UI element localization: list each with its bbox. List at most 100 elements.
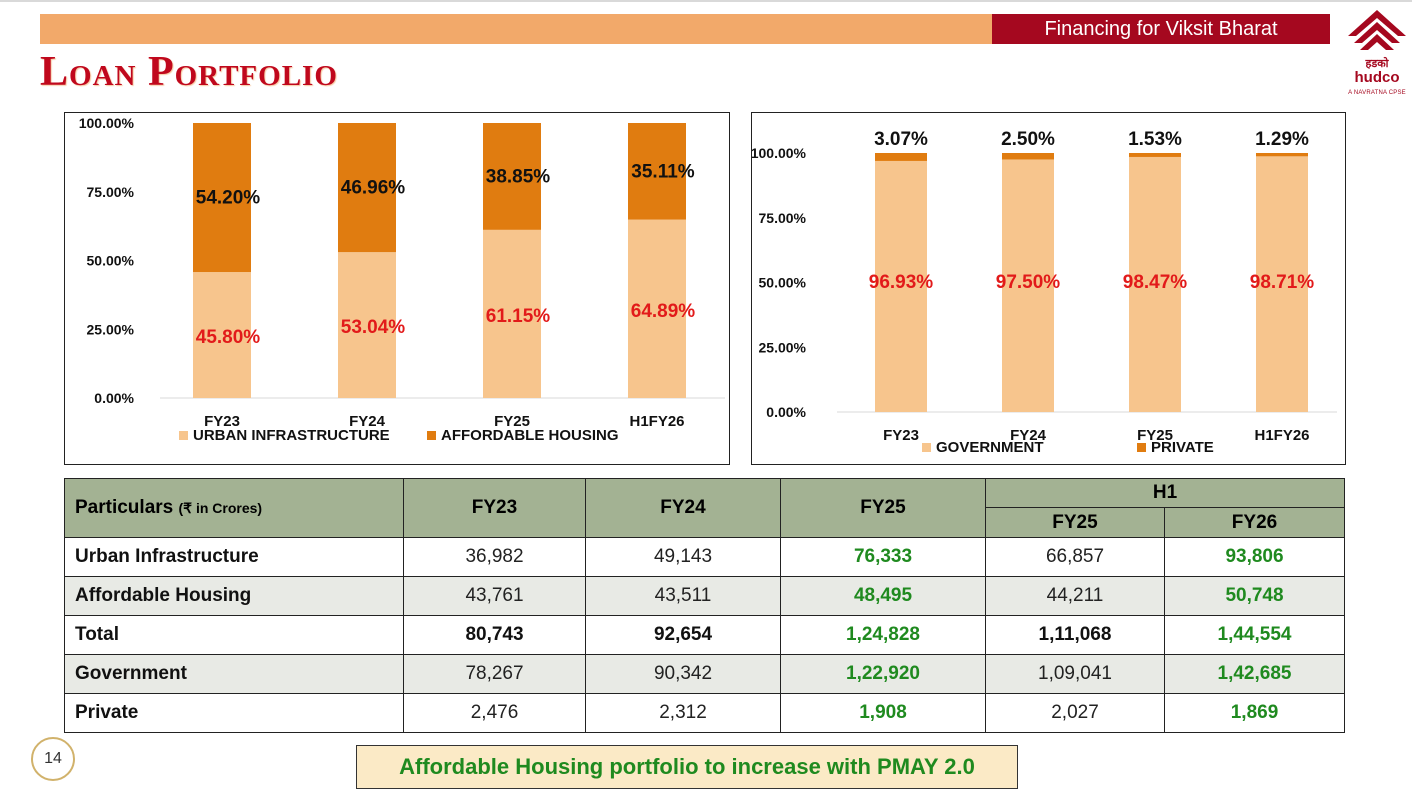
- y-tick-label: 50.00%: [759, 275, 807, 291]
- data-label: 61.15%: [486, 306, 551, 327]
- bar-affordable-housing: [193, 123, 251, 273]
- table-row: Government 78,267 90,342 1,22,920 1,09,0…: [64, 654, 1346, 694]
- table-cell: 43,511: [585, 576, 781, 616]
- bar-urban-infrastructure: [628, 219, 686, 398]
- table-cell: 80,743: [403, 615, 586, 655]
- data-label: 54.20%: [196, 188, 261, 209]
- hudco-logo: हडको hudco A NAVRATNA CPSE: [1344, 8, 1410, 100]
- borrower-mix-chart-svg: 0.00% 25.00% 50.00% 75.00% 100.00% 96.93% 3.07…: [752, 129, 1337, 456]
- header-h1-col-0: FY25: [985, 507, 1165, 538]
- legend-swatch: [922, 443, 931, 452]
- bar-private: [1256, 153, 1308, 157]
- data-label: 3.07%: [874, 129, 928, 150]
- data-label: 35.11%: [631, 161, 694, 182]
- bar-government: [875, 160, 927, 412]
- y-tick-label: 0.00%: [94, 390, 134, 406]
- x-tick-label: FY25: [494, 413, 530, 430]
- y-tick-label: 50.00%: [87, 253, 135, 269]
- bar-urban-infrastructure: [338, 252, 396, 398]
- x-tick-label: FY23: [204, 413, 240, 430]
- table-row: Total 80,743 92,654 1,24,828 1,11,068 1,…: [64, 615, 1346, 655]
- table-row: Urban Infrastructure 36,982 49,143 76,33…: [64, 537, 1346, 577]
- header-col-2: FY25: [780, 478, 986, 538]
- logo-brand: hudco: [1354, 69, 1400, 86]
- legend-swatch: [1137, 443, 1146, 452]
- legend-label: PRIVATE: [1151, 439, 1214, 456]
- portfolio-mix-chart: 0.00% 25.00% 50.00% 75.00% 100.00% 45.80% 54.2…: [64, 112, 730, 465]
- bar-private: [1129, 153, 1181, 157]
- data-label: 38.85%: [486, 166, 551, 187]
- data-label: 98.71%: [1250, 272, 1315, 293]
- table-cell: 2,312: [585, 693, 781, 733]
- bar-private: [875, 153, 927, 161]
- x-tick-label: FY23: [883, 427, 919, 444]
- bar-affordable-housing: [338, 123, 396, 253]
- legend-swatch: [179, 431, 188, 440]
- row-label: Affordable Housing: [64, 576, 404, 616]
- data-label: 98.47%: [1123, 272, 1188, 293]
- y-tick-label: 75.00%: [87, 184, 135, 200]
- legend-swatch: [427, 431, 436, 440]
- table-cell: 1,44,554: [1163, 615, 1346, 655]
- y-tick-label: 25.00%: [87, 321, 135, 337]
- table-cell: 1,09,041: [985, 654, 1165, 694]
- header-tagline: Financing for Viksit Bharat: [992, 14, 1330, 44]
- header-particulars: Particulars (₹ in Crores): [64, 478, 404, 538]
- bar-private: [1002, 153, 1054, 160]
- top-divider: [0, 0, 1412, 2]
- legend-label: GOVERNMENT: [936, 439, 1044, 456]
- bar-urban-infrastructure: [483, 229, 541, 398]
- data-label: 53.04%: [341, 317, 406, 338]
- table-cell: 1,42,685: [1163, 654, 1346, 694]
- y-tick-label: 75.00%: [759, 210, 807, 226]
- data-label: 1.53%: [1128, 129, 1182, 150]
- data-label: 64.89%: [631, 301, 696, 322]
- bar-government: [1129, 156, 1181, 412]
- table-row: Affordable Housing 43,761 43,511 48,495 …: [64, 576, 1346, 616]
- bar-government: [1256, 156, 1308, 412]
- header-h1: H1: [984, 478, 1346, 508]
- data-label: 45.80%: [196, 327, 261, 348]
- x-tick-label: FY25: [1137, 427, 1173, 444]
- table-cell: 44,211: [985, 576, 1165, 616]
- data-label: 96.93%: [869, 272, 934, 293]
- bar-affordable-housing: [483, 123, 541, 230]
- logo-text: हडको hudco: [1344, 58, 1410, 85]
- row-label: Private: [64, 693, 404, 733]
- table-cell: 43,761: [403, 576, 586, 616]
- table-cell: 66,857: [985, 537, 1165, 577]
- logo-hindi: हडको: [1365, 58, 1389, 70]
- bar-affordable-housing: [628, 123, 686, 220]
- table-cell: 1,869: [1163, 693, 1346, 733]
- borrower-mix-chart: 0.00% 25.00% 50.00% 75.00% 100.00% 96.93% 3.07…: [751, 112, 1346, 465]
- bar-urban-infrastructure: [193, 272, 251, 398]
- table-cell: 1,22,920: [780, 654, 986, 694]
- logo-subtitle: A NAVRATNA CPSE: [1348, 90, 1406, 96]
- page-title: Loan Portfolio: [40, 49, 338, 95]
- x-tick-label: FY24: [349, 413, 386, 430]
- table-cell: 48,495: [780, 576, 986, 616]
- table-cell: 49,143: [585, 537, 781, 577]
- table-cell: 78,267: [403, 654, 586, 694]
- bar-government: [1002, 159, 1054, 412]
- data-label: 46.96%: [341, 178, 406, 199]
- x-tick-label: H1FY26: [629, 413, 684, 430]
- portfolio-mix-chart-svg: 0.00% 25.00% 50.00% 75.00% 100.00% 45.80% 54.2…: [79, 115, 725, 444]
- table-cell: 1,24,828: [780, 615, 986, 655]
- y-tick-label: 0.00%: [766, 404, 806, 420]
- legend-label: URBAN INFRASTRUCTURE: [193, 427, 390, 444]
- table-cell: 2,027: [985, 693, 1165, 733]
- legend-label: AFFORDABLE HOUSING: [441, 427, 619, 444]
- x-tick-label: FY24: [1010, 427, 1047, 444]
- row-label: Government: [64, 654, 404, 694]
- y-tick-label: 100.00%: [79, 115, 135, 131]
- roof-icon: [1348, 10, 1406, 50]
- table-cell: 36,982: [403, 537, 586, 577]
- x-tick-label: H1FY26: [1254, 427, 1309, 444]
- y-tick-label: 25.00%: [759, 339, 807, 355]
- unit-label: (₹ in Crores): [178, 500, 263, 516]
- y-tick-label: 100.00%: [752, 145, 807, 161]
- table-cell: 93,806: [1163, 537, 1346, 577]
- page-number: 14: [31, 737, 75, 781]
- table-cell: 1,908: [780, 693, 986, 733]
